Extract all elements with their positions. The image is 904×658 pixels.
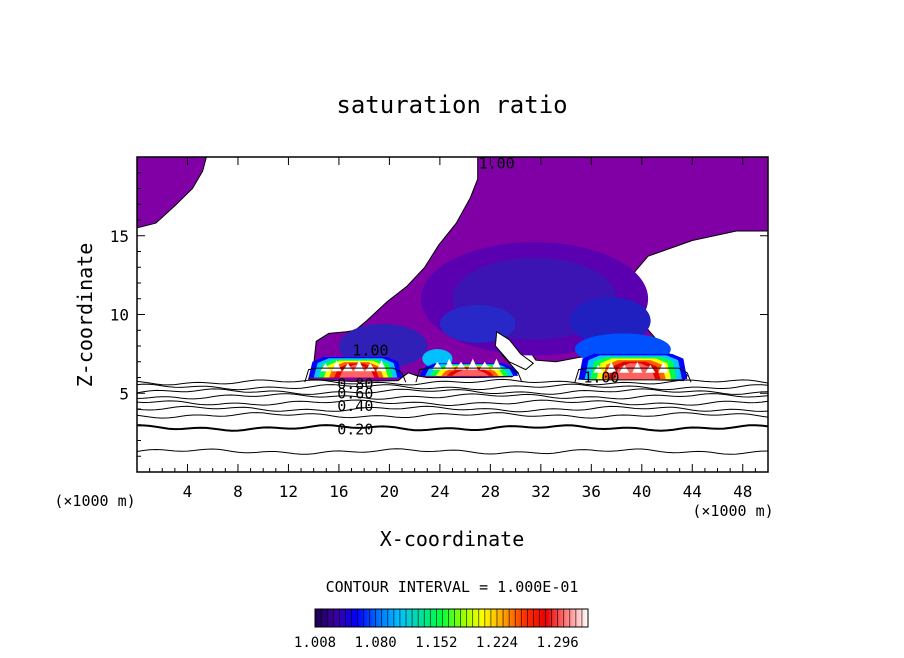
- contour-line: [137, 424, 768, 432]
- cloud-core-3-peak: [658, 361, 669, 373]
- x-tick-label: 4: [183, 482, 193, 501]
- cloud-core-2-peak: [444, 358, 455, 370]
- contour-line: [137, 412, 768, 419]
- cloud-core-2-peak: [491, 358, 502, 370]
- colorbar-tick-label: 1.008: [294, 635, 336, 651]
- cloud-core-1-peak: [342, 363, 353, 372]
- cloud-core-3-peak: [619, 364, 630, 373]
- x-tick-label: 16: [329, 482, 348, 501]
- contour-label: 0.40: [337, 397, 373, 415]
- contour-interval-text: CONTOUR INTERVAL = 1.000E-01: [326, 578, 579, 596]
- x-unit-label-right: (×1000 m): [692, 502, 773, 520]
- plot-field: [137, 157, 768, 455]
- contour-line: [137, 388, 768, 395]
- plot-area: 1.001.001.000.800.600.400.204 8 12 16 20 24 28…: [110, 154, 769, 501]
- x-tick-label: 20: [380, 482, 399, 501]
- contour-line-1-00: [415, 367, 523, 383]
- dry-intrusion: [494, 330, 535, 371]
- cloud-core-1-peak: [320, 363, 331, 372]
- colorbar-tick-label: 1.152: [415, 635, 457, 651]
- y-tick-label: 5: [119, 384, 129, 403]
- x-tick-label: 44: [683, 482, 702, 501]
- supersat-region-left: [137, 157, 207, 229]
- contour-line-1-00: [304, 367, 407, 383]
- x-tick-label: 24: [430, 482, 449, 501]
- cloud-core-3-peak: [645, 364, 656, 373]
- contour-line: [137, 399, 768, 407]
- colorbar-tick-label: 1.080: [355, 635, 397, 651]
- x-tick-label: 36: [582, 482, 601, 501]
- colorbar: 1.008 1.080 1.152 1.224 1.296: [294, 608, 589, 651]
- x-tick-label: 8: [233, 482, 243, 501]
- cloud-core-3-peak: [606, 361, 617, 373]
- contour-line: [137, 405, 768, 413]
- contour-label: 0.80: [337, 375, 373, 393]
- chart-title: saturation ratio: [336, 91, 567, 119]
- y-tick-label: 15: [110, 227, 129, 246]
- x-tick-label: 40: [632, 482, 651, 501]
- x-tick-label: 32: [531, 482, 550, 501]
- x-tick-label: 12: [279, 482, 298, 501]
- cloud-core-2-ring: [452, 368, 489, 376]
- contour-line-1-00: [574, 367, 692, 383]
- cloud-core-2-peak: [467, 358, 478, 370]
- cloud-core-3-peak: [593, 364, 604, 373]
- y-tick-label: 10: [110, 306, 129, 325]
- x-axis-label: X-coordinate: [380, 527, 525, 551]
- contour-line: [137, 393, 768, 400]
- colorbar-tick-label: 1.224: [476, 635, 518, 651]
- contour-label: 1.00: [479, 154, 515, 172]
- interior-shade: [569, 297, 651, 345]
- cloud-core-3-peak: [632, 361, 643, 373]
- contour-line: [137, 378, 768, 386]
- y-axis-label: Z-coordinate: [73, 243, 97, 388]
- contour-label: 0.20: [337, 420, 373, 438]
- cloud-core-1-peak: [365, 363, 376, 372]
- x-unit-label-left: (×1000 m): [54, 492, 135, 510]
- contour-line: [137, 448, 768, 455]
- contour-label: 0.60: [337, 384, 373, 402]
- contour-label: 1.00: [352, 342, 388, 360]
- colorbar-tick-label: 1.296: [537, 635, 579, 651]
- x-tick-label: 48: [733, 482, 752, 501]
- colorbar-gradient: [314, 608, 589, 628]
- contour-label: 1.00: [583, 369, 619, 387]
- x-tick-label: 28: [481, 482, 500, 501]
- contour-line: [137, 383, 768, 391]
